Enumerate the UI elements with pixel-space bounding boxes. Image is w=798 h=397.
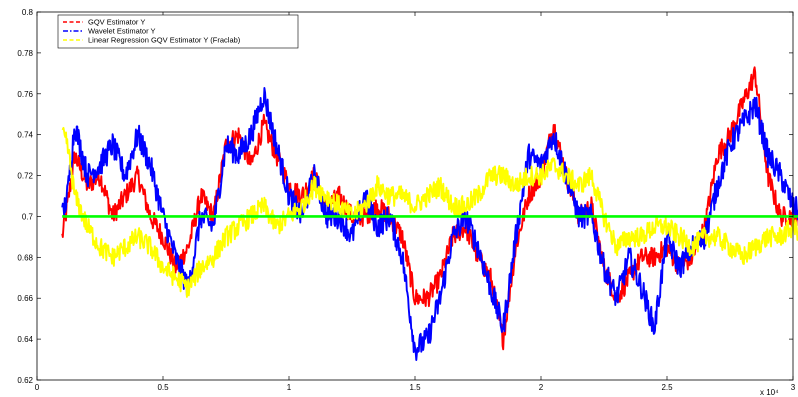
series-line-2: [61, 126, 798, 298]
x-tick-label: 1.5: [409, 383, 421, 392]
x-tick-label: 3: [791, 383, 796, 392]
y-tick-label: 0.76: [17, 90, 33, 99]
legend-label-1: Wavelet Estimator Y: [88, 27, 156, 36]
x-tick-label: 1: [287, 383, 292, 392]
series-layer: [61, 66, 798, 362]
x-tick-label: 0: [35, 383, 40, 392]
y-tick-label: 0.64: [17, 335, 33, 344]
series-line-1: [61, 87, 798, 362]
x-tick-label: 2.5: [661, 383, 673, 392]
y-tick-label: 0.68: [17, 253, 33, 262]
y-tick-label: 0.8: [22, 8, 34, 17]
axis-layer: 0 0.5 1 1.5 2 2.5 3 0.62 0.64 0.66 0.68 0.7 0.72 0.74…: [17, 8, 795, 392]
y-tick-label: 0.74: [17, 131, 33, 140]
y-tick-label: 0.66: [17, 294, 33, 303]
legend-label-0: GQV Estimator Y: [88, 18, 145, 27]
y-tick-label: 0.62: [17, 376, 33, 385]
y-tick-label: 0.7: [22, 212, 34, 221]
legend-label-2: Linear Regression GQV Estimator Y (Fracl…: [88, 36, 241, 45]
x-tick-label: 0.5: [157, 383, 169, 392]
x-tick-label: 2: [539, 383, 544, 392]
y-tick-label: 0.72: [17, 172, 33, 181]
x-exponent-label: x 10⁴: [760, 388, 779, 397]
legend-box: [57, 14, 299, 49]
y-tick-label: 0.78: [17, 49, 33, 58]
